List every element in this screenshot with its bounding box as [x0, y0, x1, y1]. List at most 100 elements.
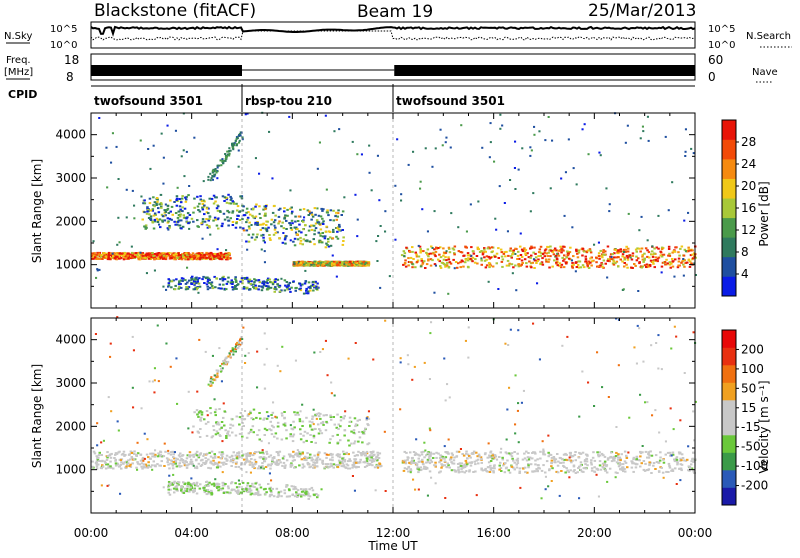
data-cell — [625, 249, 628, 251]
data-cell — [316, 496, 319, 498]
data-cell — [229, 456, 232, 458]
data-cell — [186, 267, 188, 269]
data-cell — [377, 155, 379, 157]
data-cell — [205, 257, 208, 259]
data-cell — [299, 453, 302, 455]
data-cell — [201, 278, 204, 280]
data-cell — [534, 253, 537, 255]
data-cell — [221, 158, 223, 160]
data-cell — [295, 491, 298, 493]
data-cell — [203, 254, 206, 256]
data-cell — [249, 214, 252, 216]
data-cell — [230, 203, 233, 205]
data-cell — [646, 457, 649, 459]
data-cell — [681, 246, 684, 248]
data-cell — [172, 463, 175, 465]
data-cell — [327, 214, 330, 216]
data-cell — [598, 252, 601, 254]
data-cell — [501, 266, 504, 268]
data-cell — [286, 209, 289, 211]
data-cell — [442, 144, 444, 146]
data-cell — [246, 437, 249, 439]
data-cell — [302, 435, 305, 437]
data-cell — [210, 490, 213, 492]
data-cell — [272, 412, 275, 414]
data-cell — [91, 252, 94, 254]
data-cell — [220, 427, 223, 429]
data-cell — [264, 208, 267, 210]
data-cell — [536, 260, 539, 262]
data-cell — [652, 256, 655, 258]
data-cell — [248, 488, 251, 490]
data-cell — [184, 279, 187, 281]
data-cell — [235, 222, 238, 224]
data-cell — [215, 409, 218, 411]
data-cell — [186, 467, 189, 469]
data-cell — [663, 254, 666, 256]
data-cell — [207, 485, 210, 487]
data-cell — [617, 457, 620, 459]
data-cell — [180, 287, 183, 289]
data-cell — [534, 451, 537, 453]
data-cell — [519, 246, 522, 248]
data-cell — [433, 464, 436, 466]
data-cell — [359, 461, 362, 463]
data-cell — [219, 284, 222, 286]
data-cell — [222, 417, 225, 419]
data-cell — [592, 457, 595, 459]
data-cell — [216, 172, 218, 174]
data-cell — [504, 471, 507, 473]
data-cell — [579, 261, 582, 263]
data-cell — [480, 257, 482, 259]
data-cell — [183, 214, 186, 216]
data-cell — [347, 460, 350, 462]
data-cell — [100, 254, 103, 256]
data-cell — [485, 266, 488, 268]
data-cell — [156, 255, 159, 257]
data-cell — [211, 463, 214, 465]
data-cell — [365, 262, 368, 264]
data-cell — [238, 142, 240, 144]
data-cell — [400, 193, 402, 195]
data-cell — [514, 468, 517, 470]
data-cell — [239, 219, 242, 221]
data-cell — [109, 461, 112, 463]
data-cell — [261, 249, 263, 251]
data-cell — [161, 133, 163, 135]
data-cell — [621, 469, 624, 471]
data-cell — [499, 185, 501, 187]
data-cell — [269, 237, 272, 239]
data-cell — [333, 416, 336, 418]
data-cell — [647, 239, 649, 241]
data-cell — [345, 262, 348, 264]
data-cell — [252, 208, 255, 210]
data-cell — [627, 259, 630, 261]
data-cell — [522, 459, 525, 461]
data-cell — [168, 489, 171, 491]
data-cell — [604, 461, 607, 463]
data-cell — [221, 462, 224, 464]
data-cell — [257, 467, 260, 469]
data-cell — [311, 459, 314, 461]
data-cell — [211, 281, 214, 283]
data-cell — [243, 425, 246, 427]
data-cell — [354, 466, 357, 468]
data-cell — [213, 203, 216, 205]
data-cell — [270, 421, 273, 423]
data-cell — [493, 161, 495, 163]
data-cell — [467, 252, 470, 254]
data-cell — [677, 251, 680, 253]
data-cell — [248, 241, 251, 243]
data-cell — [394, 239, 396, 241]
data-cell — [339, 462, 342, 464]
data-cell — [258, 205, 261, 207]
data-cell — [560, 178, 562, 180]
data-cell — [269, 281, 272, 283]
data-cell — [191, 276, 194, 278]
data-cell — [353, 432, 356, 434]
data-cell — [422, 263, 425, 265]
data-cell — [647, 116, 649, 118]
data-cell — [329, 415, 332, 417]
data-cell — [549, 255, 552, 257]
data-cell — [202, 218, 205, 220]
